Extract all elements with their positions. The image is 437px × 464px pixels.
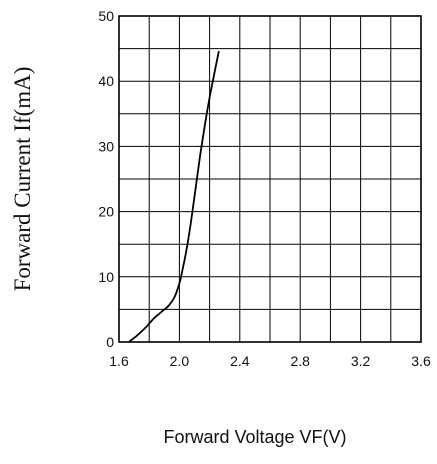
x-tick-labels: 1.6 2.0 2.4 2.8 3.2 3.6 [109,353,431,369]
y-tick-label: 10 [98,269,114,285]
y-tick-labels: 0 10 20 30 40 50 [98,8,114,350]
series-line [128,51,220,343]
x-axis-label: Forward Voltage VF(V) [163,427,346,447]
y-tick-label: 0 [106,334,114,350]
y-tick-label: 50 [98,8,114,24]
grid-lines [119,16,421,342]
x-tick-label: 3.6 [411,353,431,369]
x-tick-label: 2.4 [230,353,250,369]
x-tick-label: 2.0 [170,353,190,369]
plot-frame [118,15,422,343]
x-tick-label: 1.6 [109,353,129,369]
y-tick-label: 30 [98,138,114,154]
x-tick-label: 2.8 [290,353,310,369]
y-tick-label: 40 [98,73,114,89]
series-layer [128,51,220,343]
x-tick-label: 3.2 [351,353,371,369]
y-axis-label: Forward Current If(mA) [10,67,35,292]
y-tick-label: 20 [98,204,114,220]
